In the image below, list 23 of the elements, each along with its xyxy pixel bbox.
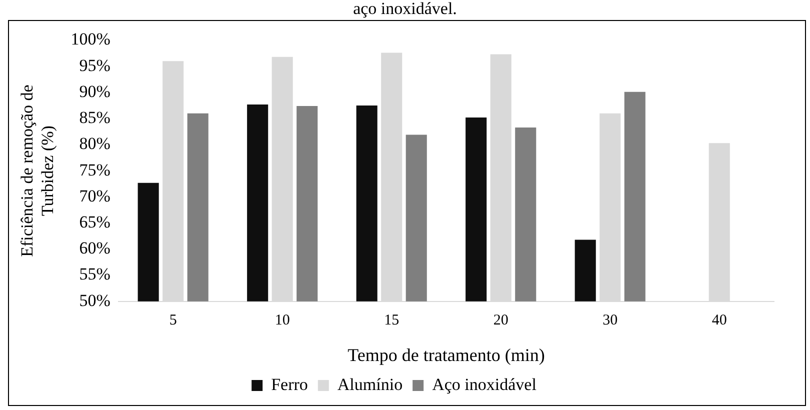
x-tick-label: 5 [169, 312, 177, 328]
x-tick-label: 30 [602, 312, 618, 328]
y-tick-label: 75% [79, 160, 110, 180]
y-tick-label: 55% [79, 264, 110, 284]
x-axis-title: Tempo de tratamento (min) [348, 344, 545, 365]
legend-label: Alumínio [337, 374, 403, 394]
y-tick-label: 85% [79, 108, 110, 128]
y-tick-label: 80% [79, 134, 110, 154]
y-tick-label: 70% [79, 186, 110, 206]
x-tick-label: 40 [712, 312, 727, 328]
y-tick-label: 100% [70, 30, 110, 49]
y-tick-label: 65% [79, 212, 110, 232]
y-tick-label: 60% [79, 238, 110, 258]
x-tick-label: 10 [274, 312, 290, 328]
y-tick-label: 50% [79, 290, 110, 310]
legend-label: Ferro [271, 374, 308, 394]
legend-label: Aço inoxidável [432, 374, 537, 394]
y-tick-label: 90% [79, 82, 110, 101]
x-tick-label: 15 [384, 312, 400, 328]
y-axis-title: Eficiência de remoção de Turbidez (%) [18, 84, 58, 257]
y-tick-label: 95% [79, 56, 110, 75]
chart-title: aço inoxidável. [352, 0, 458, 18]
x-tick-label: 20 [493, 312, 508, 328]
